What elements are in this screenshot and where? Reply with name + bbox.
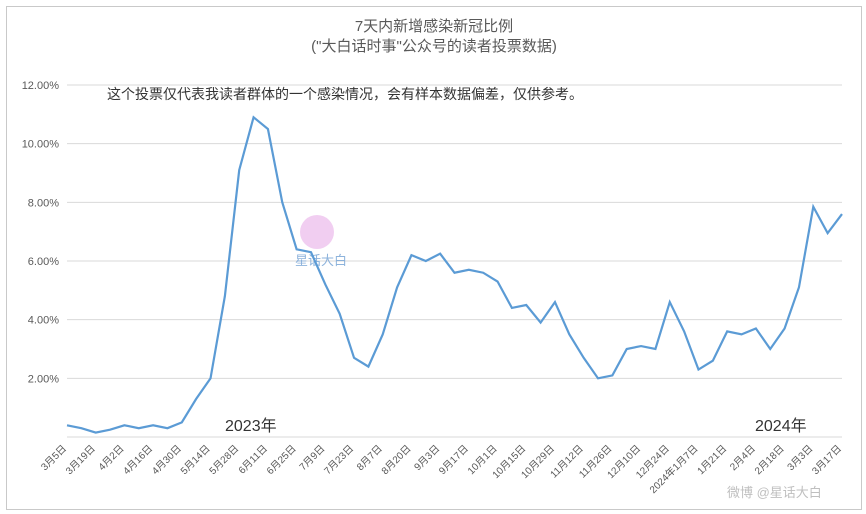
watermark-icon [300, 215, 334, 249]
x-axis-label: 1月21日 [695, 443, 729, 477]
y-axis-label: 8.00% [28, 197, 59, 209]
year-label-2023: 2023年 [225, 417, 277, 435]
y-axis-label: 2.00% [28, 373, 59, 385]
year-label-2024: 2024年 [755, 417, 807, 435]
chart-note: 这个投票仅代表我读者群体的一个感染情况，会有样本数据偏差，仅供参考。 [107, 86, 583, 102]
x-axis-label: 7月23日 [322, 443, 356, 477]
x-axis-label: 6月11日 [236, 443, 270, 477]
y-axis-label: 4.00% [28, 315, 59, 327]
x-axis-label: 5月28日 [207, 443, 241, 477]
signature-text: 微博 @星话大白 [727, 485, 822, 500]
x-axis-label: 4月16日 [121, 443, 155, 477]
chart-svg: 2.00% 4.00% 6.00% 8.00% 10.00% 12.00% 7天内新增感染新… [7, 7, 861, 509]
x-axis-label: 8月20日 [379, 443, 413, 477]
chart-title-line2: ("大白话时事"公众号的读者投票数据) [311, 38, 557, 55]
data-series-line [67, 117, 842, 432]
y-axis-label: 10.00% [22, 139, 60, 151]
x-axis-label: 9月17日 [437, 443, 471, 477]
y-axis-label: 12.00% [22, 80, 60, 92]
chart-container: 2.00% 4.00% 6.00% 8.00% 10.00% 12.00% 7天内新增感染新… [6, 6, 862, 510]
x-axis-label: 4月30日 [150, 443, 184, 477]
y-axis-label: 6.00% [28, 256, 59, 268]
chart-title-line1: 7天内新增感染新冠比例 [355, 18, 513, 35]
x-axis-label: 2月18日 [752, 443, 786, 477]
x-axis-label: 3月19日 [63, 443, 97, 477]
x-axis-label: 6月25日 [264, 443, 298, 477]
x-axis-label: 3月17日 [810, 443, 844, 477]
x-axis-label: 2024年1月7日 [647, 442, 701, 496]
x-axis-label: 5月14日 [178, 443, 212, 477]
watermark-text: 星话大白 [295, 253, 347, 268]
